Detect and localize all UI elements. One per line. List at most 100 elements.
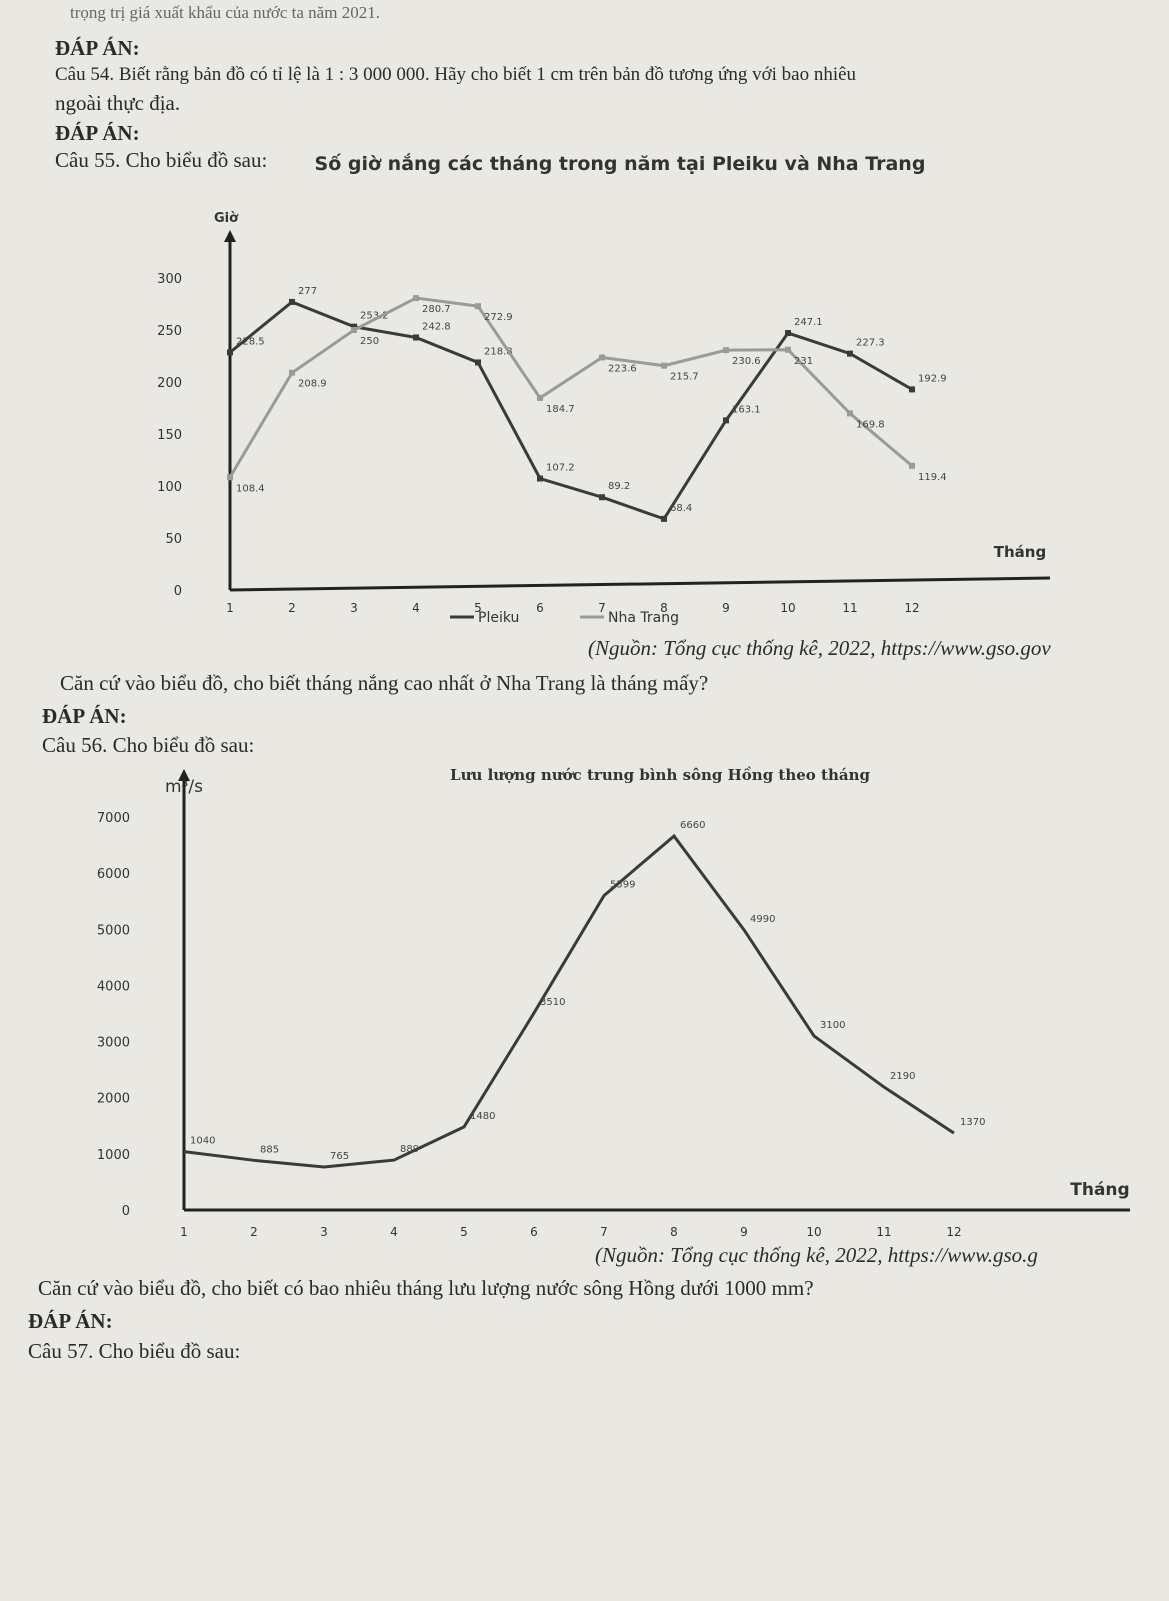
y-axis-arrow: [178, 769, 190, 781]
y-tick-label: 250: [157, 324, 182, 339]
data-label: 1480: [470, 1111, 495, 1122]
y-tick-label: 50: [165, 532, 182, 547]
data-label: 108.4: [236, 483, 265, 494]
chart-title: Số giờ nắng các tháng trong năm tại Plei…: [315, 152, 926, 175]
data-point: [847, 410, 853, 417]
x-tick-label: 4: [412, 601, 420, 615]
data-point: [413, 334, 419, 341]
data-label: 227.3: [856, 338, 885, 349]
y-tick-label: 7000: [97, 811, 130, 826]
data-label: 169.8: [856, 419, 885, 430]
data-point: [537, 394, 543, 401]
data-point: [475, 303, 481, 310]
y-axis-arrow: [224, 230, 236, 242]
data-label: 253.2: [360, 311, 389, 322]
data-label: 192.9: [918, 373, 947, 384]
data-label: 1040: [190, 1136, 215, 1147]
x-tick-label: 12: [946, 1225, 961, 1239]
data-label: 163.1: [732, 404, 761, 415]
x-tick-label: 2: [288, 601, 296, 615]
x-axis-label: Tháng: [1070, 1180, 1129, 1200]
x-tick-label: 2: [250, 1225, 258, 1239]
y-tick-label: 5000: [97, 923, 130, 938]
x-tick-label: 3: [320, 1225, 328, 1239]
answer-label: ĐÁP ÁN:: [42, 704, 127, 728]
x-tick-label: 9: [740, 1225, 748, 1239]
x-axis-label: Tháng: [994, 543, 1046, 561]
data-label: 765: [330, 1151, 349, 1162]
x-tick-label: 6: [536, 601, 544, 615]
x-tick-label: 5: [474, 601, 482, 615]
y-axis-label: Giờ: [214, 211, 239, 226]
chart-title: Lưu lượng nước trung bình sông Hồng theo…: [450, 766, 870, 784]
data-line: [229, 300, 913, 521]
data-point: [351, 327, 357, 333]
legend-label: Nha Trang: [608, 610, 679, 626]
x-tick-label: 1: [180, 1225, 188, 1239]
data-label: 885: [260, 1144, 279, 1155]
data-label: 280.7: [422, 304, 451, 315]
x-axis: [229, 576, 1051, 592]
y-tick-label: 1000: [97, 1148, 130, 1163]
data-point: [723, 347, 729, 354]
answer-label: ĐÁP ÁN:: [55, 36, 140, 60]
x-tick-label: 1: [226, 601, 234, 615]
x-tick-label: 9: [722, 601, 730, 615]
x-tick-label: 7: [598, 601, 606, 615]
data-point: [351, 323, 357, 330]
x-tick-label: 3: [350, 601, 358, 615]
data-label: 228.5: [236, 336, 265, 347]
x-tick-label: 11: [842, 601, 857, 615]
question: Câu 57. Cho biểu đồ sau:: [28, 1339, 240, 1363]
data-label: 250: [360, 336, 379, 347]
data-point: [785, 330, 791, 337]
x-tick-label: 5: [460, 1225, 468, 1239]
x-tick-label: 4: [390, 1225, 398, 1239]
data-point: [909, 462, 915, 469]
data-label: 1370: [960, 1117, 985, 1128]
text-line: ngoài thực địa.: [55, 91, 180, 115]
data-label: 277: [298, 286, 317, 297]
x-tick-label: 7: [600, 1225, 608, 1239]
data-label: 4990: [750, 914, 775, 925]
data-point: [289, 298, 295, 305]
data-point: [661, 515, 667, 522]
x-tick-label: 12: [904, 601, 919, 615]
data-point: [227, 349, 233, 356]
x-tick-label: 8: [670, 1225, 678, 1239]
question: Câu 55. Cho biểu đồ sau:: [55, 148, 267, 172]
y-tick-label: 6000: [97, 867, 130, 882]
y-tick-label: 300: [157, 272, 182, 287]
data-point: [289, 369, 295, 376]
data-point: [475, 359, 481, 366]
data-point: [723, 417, 729, 424]
data-point: [599, 494, 605, 501]
question: Căn cứ vào biểu đồ, cho biết có bao nhiê…: [38, 1276, 814, 1300]
y-tick-label: 2000: [97, 1092, 130, 1107]
data-label: 215.7: [670, 372, 699, 383]
y-tick-label: 3000: [97, 1036, 130, 1051]
answer-label: ĐÁP ÁN:: [28, 1309, 113, 1333]
x-tick-label: 8: [660, 601, 668, 615]
y-tick-label: 0: [174, 584, 182, 599]
text-line: trọng trị giá xuất khẩu của nước ta năm …: [70, 3, 380, 22]
question: Câu 54. Biết rằng bản đồ có tỉ lệ là 1 :…: [55, 64, 857, 85]
x-tick-label: 10: [806, 1225, 821, 1239]
question: Câu 56. Cho biểu đồ sau:: [42, 733, 254, 757]
data-label: 231: [794, 356, 813, 367]
data-line: [228, 296, 913, 479]
data-point: [413, 295, 419, 302]
x-tick-label: 6: [530, 1225, 538, 1239]
data-label: 68.4: [670, 503, 692, 514]
x-tick-label: 11: [876, 1225, 891, 1239]
data-label: 184.7: [546, 404, 575, 415]
data-label: 247.1: [794, 317, 823, 328]
data-point: [785, 346, 791, 353]
y-tick-label: 200: [157, 376, 182, 391]
source: (Nguồn: Tổng cục thống kê, 2022, https:/…: [595, 1243, 1038, 1267]
data-label: 242.8: [422, 321, 451, 332]
data-label: 218.8: [484, 346, 513, 357]
x-tick-label: 10: [780, 601, 795, 615]
data-label: 272.9: [484, 312, 513, 323]
